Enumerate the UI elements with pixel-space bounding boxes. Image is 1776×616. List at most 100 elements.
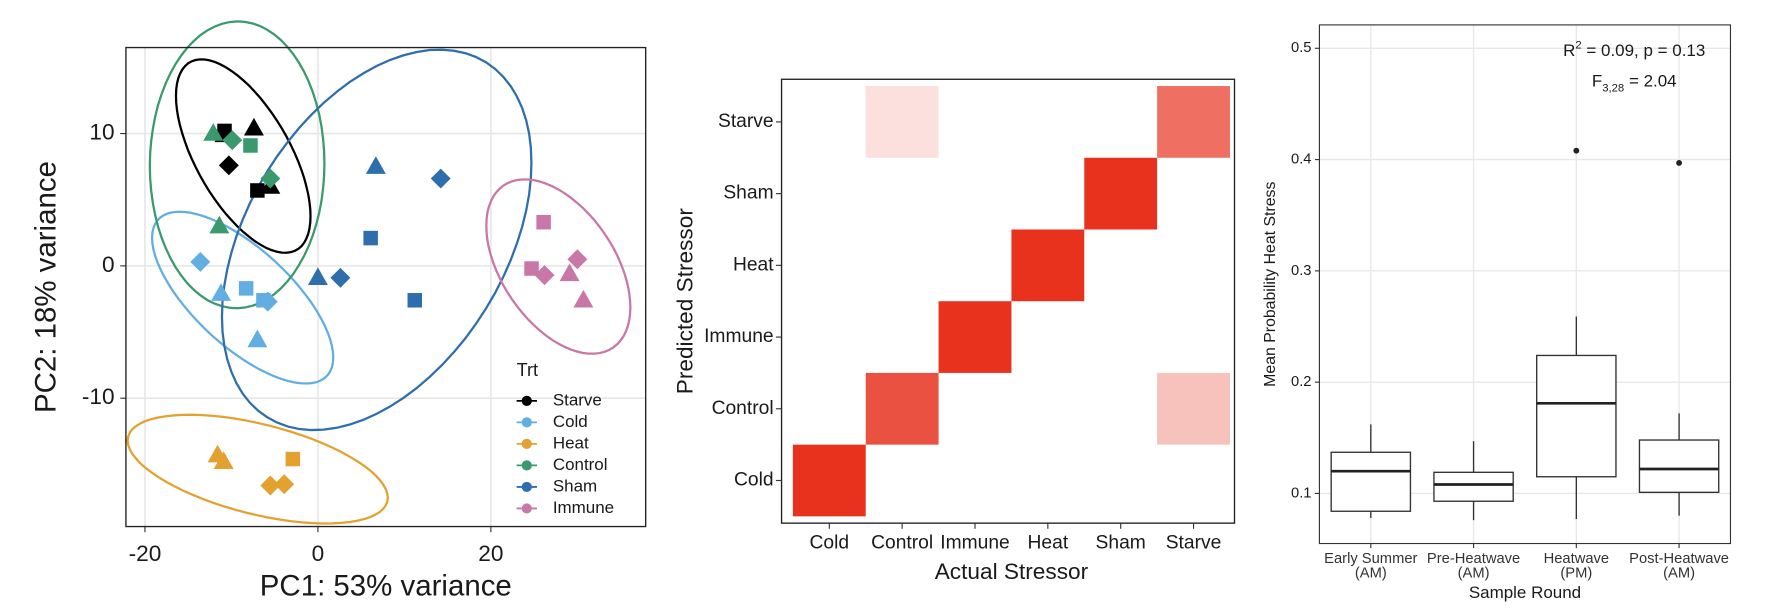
annotation: R2 = 0.09, p = 0.13 <box>1563 39 1705 60</box>
x-tick-label: Starve <box>1166 533 1222 554</box>
y-tick-label: 0.4 <box>1291 151 1311 167</box>
point <box>365 156 386 174</box>
y-tick-label: 10 <box>89 120 114 145</box>
point <box>274 474 295 495</box>
legend-key <box>521 481 532 493</box>
legend-key <box>521 395 532 406</box>
point <box>363 230 378 246</box>
annotation-part: F <box>1592 72 1602 91</box>
y-tick-label: Heat <box>733 254 774 275</box>
point <box>203 123 224 141</box>
legend-key <box>521 460 532 471</box>
box <box>1433 471 1514 502</box>
point <box>407 293 423 308</box>
legend-label: Cold <box>553 412 588 431</box>
y-tick-label: 0.1 <box>1291 485 1311 501</box>
x-tick-label: Cold <box>810 533 850 554</box>
x-tick-label-box: Early Summer (AM) <box>1324 550 1418 581</box>
legend-label: Immune <box>553 498 614 517</box>
x-tick-label: Control <box>871 533 933 554</box>
outlier <box>1676 159 1683 166</box>
confidence-ellipse <box>148 20 326 310</box>
plot-border <box>125 46 647 528</box>
plot-border <box>1318 24 1732 545</box>
point <box>260 475 281 496</box>
legend-label: Sham <box>553 476 597 495</box>
heatmap-cell <box>865 86 939 158</box>
point <box>243 138 258 153</box>
heatmap-cell <box>865 372 939 445</box>
x-tick-label-box: Heatwave (PM) <box>1543 550 1610 581</box>
y-tick-label: -10 <box>82 384 115 409</box>
x-tick-label: 20 <box>478 541 503 566</box>
annotation-part: R <box>1563 42 1575 61</box>
x-tick-label: Sham <box>1096 533 1146 554</box>
point <box>260 168 281 189</box>
confidence-ellipse <box>174 58 312 254</box>
y-tick-label: 0.5 <box>1291 40 1311 56</box>
point <box>238 281 254 296</box>
point <box>211 283 232 301</box>
outlier <box>1573 147 1580 154</box>
x-tick-label: Immune <box>940 533 1010 554</box>
x-tick-label: Early Summer (AM) <box>1324 550 1418 581</box>
point <box>250 183 265 198</box>
annotation: F3,28 = 2.04 <box>1592 72 1677 94</box>
x-tick-label: Pre-Heatwave (AM) <box>1426 550 1521 581</box>
point <box>330 267 351 288</box>
x-tick-label: 0 <box>312 541 325 566</box>
x-axis-title: PC1: 53% variance <box>260 569 512 602</box>
legend-label: Control <box>553 455 608 474</box>
superscript: 2 <box>1575 39 1581 51</box>
x-tick-label: Heatwave (PM) <box>1543 550 1610 581</box>
heatmap-cell <box>1011 229 1085 302</box>
point <box>247 329 268 348</box>
legend-label: Heat <box>553 433 589 452</box>
point <box>213 451 234 469</box>
confidence-ellipse <box>485 178 632 355</box>
annotation-part: = 0.09, p = 0.13 <box>1582 42 1706 61</box>
point <box>256 293 271 308</box>
y-tick-label: Starve <box>718 111 774 132</box>
x-tick-label: Heat <box>1028 533 1069 554</box>
y-axis-title: Predicted Stressor <box>672 208 697 395</box>
x-tick-label-box: Pre-Heatwave (AM) <box>1426 550 1521 581</box>
y-tick-label: Control <box>712 398 774 419</box>
point <box>243 117 264 136</box>
heatmap-cell <box>1157 372 1230 445</box>
legend-key <box>521 417 532 428</box>
point <box>209 215 230 234</box>
confidence-ellipse <box>150 210 335 385</box>
point <box>534 265 555 286</box>
y-axis-title: PC2: 18% variance <box>30 161 63 413</box>
point <box>218 155 239 176</box>
x-axis-title: Sample Round <box>1469 583 1581 602</box>
x-axis-title: Actual Stressor <box>935 559 1089 584</box>
point <box>567 249 588 270</box>
box <box>1638 439 1720 494</box>
x-tick-label: Post-Heatwave (AM) <box>1629 550 1730 581</box>
heatmap-cell <box>1084 157 1158 230</box>
y-tick-label: 0.3 <box>1291 263 1311 279</box>
point <box>524 261 539 276</box>
box <box>1536 354 1617 478</box>
heatmap-cell <box>1157 86 1230 158</box>
y-axis-title: Mean Probability Heat Stress <box>1262 182 1279 387</box>
confidence-ellipse <box>126 413 389 525</box>
point <box>573 289 594 308</box>
legend-key <box>521 503 532 514</box>
annotation-part: = 2.04 <box>1624 72 1676 91</box>
box <box>1330 451 1412 512</box>
y-tick-label: 0.2 <box>1291 374 1311 390</box>
point <box>190 251 211 272</box>
legend-title: Trt <box>517 360 538 380</box>
x-tick-label-box: Post-Heatwave (AM) <box>1629 550 1730 581</box>
y-tick-label: Immune <box>704 326 774 347</box>
y-tick-label: Cold <box>734 470 774 491</box>
point <box>559 263 580 282</box>
y-tick-label: 0 <box>102 252 115 277</box>
confidence-ellipse <box>220 48 533 432</box>
x-tick-label: -20 <box>129 541 162 566</box>
